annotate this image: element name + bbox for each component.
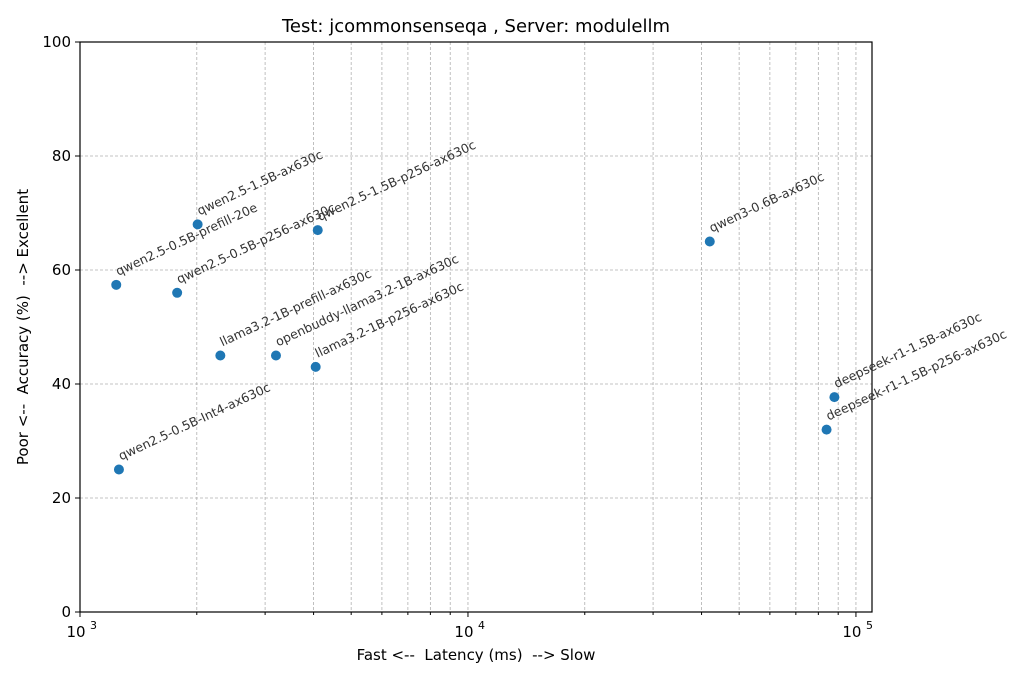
data-point (829, 392, 840, 403)
x-tick-exponent: 3 (90, 619, 97, 632)
data-point (821, 424, 832, 435)
y-tick-label: 60 (52, 261, 71, 279)
y-tick-label: 100 (42, 33, 71, 51)
chart-title: Test: jcommonsenseqa , Server: modulellm (281, 16, 670, 37)
data-point (113, 464, 124, 475)
data-point (270, 350, 281, 361)
data-point (215, 350, 226, 361)
plot-frame (79, 41, 873, 613)
x-tick-label: 10 (66, 623, 85, 641)
x-tick-label: 10 (454, 623, 473, 641)
grid-layer (79, 41, 872, 613)
y-axis-label: Poor <-- Accuracy (%) --> Excellent (14, 189, 32, 465)
data-point (111, 279, 122, 290)
x-tick-layer: 10 3 10 4 10 5 (66, 612, 873, 641)
y-tick-label: 80 (52, 147, 71, 165)
x-tick-exponent: 4 (478, 619, 485, 632)
point-label: qwen2.5-0.5B-Int4-ax630c (116, 379, 273, 463)
point-label: qwen2.5-1.5B-p256-ax630c (315, 137, 478, 224)
data-point (192, 219, 203, 230)
x-tick-exponent: 5 (866, 619, 873, 632)
x-tick-label: 10 (842, 623, 861, 641)
point-label: qwen2.5-1.5B-ax630c (195, 147, 326, 219)
y-tick-label: 40 (52, 375, 71, 393)
data-point (310, 361, 321, 372)
point-layer: qwen2.5-0.5B-prefill-20eqwen2.5-1.5B-ax6… (111, 137, 1009, 475)
point-label: qwen3-0.6B-ax630c (707, 169, 827, 235)
x-axis-label: Fast <-- Latency (ms) --> Slow (357, 646, 596, 664)
data-point (704, 236, 715, 247)
data-point (172, 287, 183, 298)
y-tick-layer: 0 20 40 60 80 100 (42, 33, 80, 621)
y-tick-label: 0 (61, 603, 71, 621)
y-tick-label: 20 (52, 489, 71, 507)
data-point (312, 225, 323, 236)
